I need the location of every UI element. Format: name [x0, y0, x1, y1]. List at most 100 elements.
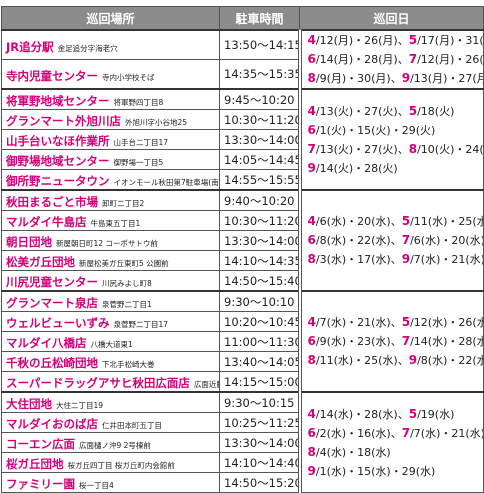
month: 7: [401, 425, 411, 440]
days: /18(火): [417, 104, 455, 118]
place-cell: ファミリー園 桜一丁目4: [1, 472, 220, 493]
parking-time: 13:30〜14:00: [219, 129, 300, 150]
place-address: 御野場一丁目5: [113, 158, 164, 167]
row: マルダイおのば店 仁井田本町五丁目 10:25〜11:25: [1, 412, 484, 433]
days: /13(火)・27(火)、: [315, 104, 409, 118]
place-name: 秋田まるごと市場: [6, 195, 98, 209]
days: /10(火)・24(火): [417, 142, 484, 156]
place-name: マルダイおのば店: [6, 417, 98, 431]
row: 川尻児童センター 川尻みよし町8 14:50〜15:40: [1, 270, 484, 292]
place-name: 千秋の丘松崎団地: [6, 356, 98, 370]
month: 4: [307, 315, 316, 329]
days: /13(月)・27(月): [410, 72, 482, 85]
date-line: 4/7(水)・21(水)、5/12(水)・26(水): [307, 313, 483, 332]
date-line: 9/1(水)・15(水)・29(水): [308, 462, 480, 481]
row: 秋田まるごと市場 卸町二丁目2 9:40〜10:20 4/6(水)・20(水)、5/1…: [1, 189, 484, 292]
row: グランマート泉店 泉菅野二丁目1 9:30〜10:10 4/7(水)・21(水)、5/…: [1, 290, 484, 393]
place-cell: マルダイおのば店 仁井田本町五丁目: [1, 412, 220, 433]
date-line: 4/12(月)・26(月)、5/17(月)・31(月): [308, 31, 483, 50]
dates-cell: 4/12(月)・26(月)、5/17(月)・31(月)6/14(月)・28(月)…: [297, 29, 484, 90]
place-name: 朝日団地: [6, 235, 52, 249]
days: /8(水)・22(水)、: [315, 234, 402, 247]
parking-time: 13:30〜14:00: [219, 230, 300, 251]
days: /6(水)・20(水)、: [315, 215, 402, 228]
month: 5: [401, 214, 411, 228]
month: 4: [307, 103, 316, 118]
parking-time: 13:40〜14:05: [219, 351, 300, 372]
place-address: 牛島東五丁目1: [90, 219, 141, 228]
days: /12(月)・26(月)、: [315, 34, 409, 47]
place-name: 川尻児童センター: [6, 275, 98, 289]
place-name: マルダイ八橋店: [6, 336, 87, 350]
group: JR追分駅 金足追分字海老穴 13:50〜14:15 4/12(月)・26(月)、5/…: [1, 29, 484, 90]
days: /14(月)・28(月)、: [315, 53, 409, 66]
days: /7(水)・21(水): [410, 253, 484, 266]
date-line: 8/3(水)・17(水)、9/7(水)・21(水): [307, 250, 484, 269]
month: 6: [307, 233, 316, 247]
place-cell: JR追分駅 金足追分字海老穴: [1, 29, 220, 60]
days: /1(火)・15(火)・29(火): [315, 123, 436, 137]
parking-time: 9:30〜10:15: [219, 391, 300, 413]
parking-time: 14:10〜14:40: [219, 452, 300, 473]
date-line: 4/13(火)・27(火)、5/18(火): [308, 102, 480, 121]
place-cell: 秋田まるごと市場 卸町二丁目2: [1, 189, 220, 211]
month: 7: [307, 141, 316, 156]
place-name: 御所野ニュータウン: [6, 174, 110, 188]
days: /13(火)・27(火)、: [315, 142, 409, 156]
month: 5: [408, 33, 418, 47]
place-address: 仁井田本町五丁目: [102, 421, 162, 430]
days: /1(水)・15(水)・29(水): [315, 464, 436, 478]
row: 寺内児童センター 寺内小学校そば 14:35〜15:35: [1, 59, 484, 90]
group: 大住団地 大住二丁目19 9:30〜10:15 4/14(水)・28(水)、5/19(…: [1, 391, 484, 493]
date-line: 4/14(水)・28(水)、5/19(水): [308, 405, 480, 424]
place-address: 八橋大道東1: [90, 340, 133, 349]
dates-cell: 4/6(水)・20(水)、5/11(水)・25(水)6/8(水)・22(水)、7…: [297, 189, 484, 292]
row: 大住団地 大住二丁目19 9:30〜10:15 4/14(水)・28(水)、5/19(…: [1, 391, 484, 493]
place-address: 山手台二丁目17: [113, 138, 169, 147]
days: /12(水)・26(水): [410, 316, 482, 329]
place-address: イオンモール秋田第7駐車場(南側「P7」): [113, 178, 219, 187]
row: 朝日団地 新屋朝日町12 コーポサトウ前 13:30〜14:00: [1, 230, 484, 251]
date-line: 4/6(水)・20(水)、5/11(水)・25(水): [308, 212, 483, 231]
month: 6: [307, 334, 316, 348]
group: 将軍野地域センター 将軍野四丁目8 9:45〜10:20 4/13(火)・27(火)、…: [1, 88, 484, 191]
days: /14(水)・28(水)、: [315, 407, 409, 421]
page: 巡回場所 駐車時間 巡回日 JR追分駅 金足追分字海老穴 13:50〜14:15 4/…: [0, 6, 484, 493]
row: JR追分駅 金足追分字海老穴 13:50〜14:15 4/12(月)・26(月)、5/…: [1, 29, 484, 90]
days: /8(水)・22(水): [417, 354, 482, 367]
place-cell: 御野場地域センター 御野場一丁目5: [1, 149, 220, 170]
month: 9: [401, 252, 411, 266]
header-cell: 駐車時間: [219, 6, 300, 31]
parking-time: 14:50〜15:20: [219, 472, 300, 493]
schedule-table: 巡回場所 駐車時間 巡回日 JR追分駅 金足追分字海老穴 13:50〜14:15 4/…: [1, 6, 484, 493]
days: /9(月)・30(月)、: [315, 72, 402, 85]
place-address: 寺内小学校そば: [102, 72, 155, 82]
days: /3(水)・17(水)、: [315, 253, 402, 266]
header-cell: 巡回日: [299, 6, 484, 31]
days: /7(水)・21(水): [410, 426, 484, 440]
place-name: 大住団地: [6, 397, 52, 411]
days: /19(水): [417, 407, 455, 421]
days: /11(水)・25(水): [410, 215, 482, 228]
month: 8: [307, 353, 316, 367]
date-line: 6/9(水)・23(水)、7/14(水)・28(水): [307, 332, 483, 351]
place-name: 山手台いなほ作業所: [6, 134, 110, 148]
month: 8: [307, 252, 316, 266]
days: /14(水)・28(水): [410, 335, 482, 348]
parking-time: 9:40〜10:20: [219, 189, 300, 211]
place-name: スーパードラッグアサヒ秋田広面店: [6, 376, 190, 390]
parking-time: 14:35〜15:35: [219, 59, 300, 90]
place-cell: ウェルビューいずみ 泉菅野二丁目17: [1, 311, 220, 332]
place-name: ウェルビューいずみ: [6, 316, 110, 330]
place-address: 卸町二丁目2: [102, 199, 145, 208]
place-address: 広面近藤堰越43: [193, 380, 219, 389]
place-name: 御野場地域センター: [6, 154, 110, 168]
place-cell: 川尻児童センター 川尻みよし町8: [1, 270, 220, 292]
place-name: 松美ガ丘団地: [6, 255, 75, 269]
place-cell: コーエン広面 広面樋ノ沖9 2号棟前: [1, 432, 220, 453]
row: 御所野ニュータウンイオンモール秋田第7駐車場(南側「P7」)14:55〜15:5…: [1, 169, 484, 191]
group: 秋田まるごと市場 卸町二丁目2 9:40〜10:20 4/6(水)・20(水)、5/1…: [1, 189, 484, 292]
parking-time: 11:00〜11:30: [219, 331, 300, 352]
date-line: 8/4(水)・18(水): [308, 443, 480, 462]
table-header: 巡回場所 駐車時間 巡回日: [1, 6, 484, 31]
